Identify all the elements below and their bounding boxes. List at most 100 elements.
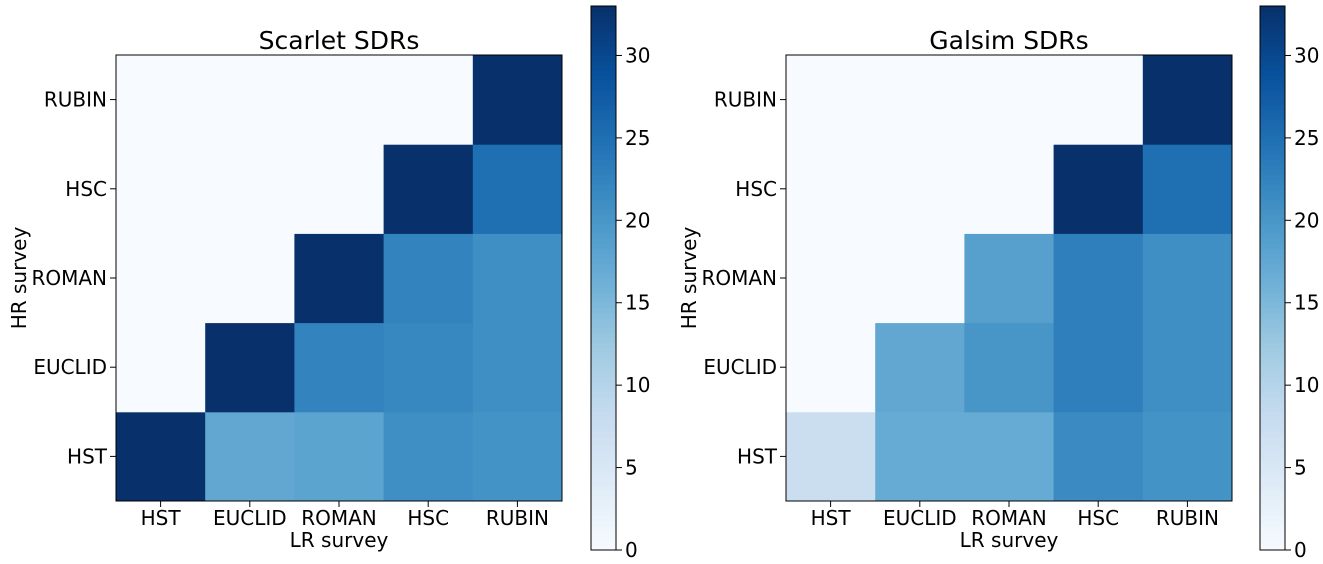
colorbar-segment xyxy=(1260,416,1285,423)
colorbar-segment xyxy=(1260,50,1285,57)
colorbar-segment xyxy=(591,337,616,343)
heatmap-cell xyxy=(383,411,474,502)
y-tick-label: HST xyxy=(67,444,108,468)
colorbar-segment xyxy=(1260,332,1285,338)
colorbar-segment xyxy=(1260,55,1285,61)
y-tick-label: HST xyxy=(737,444,778,468)
heatmap-cell xyxy=(472,55,563,145)
colorbar-segment xyxy=(1260,218,1285,225)
colorbar-segment xyxy=(1260,367,1285,373)
colorbar-segment xyxy=(1260,134,1285,141)
colorbar-segment xyxy=(591,169,616,175)
colorbar-segment xyxy=(591,292,616,299)
heatmap-cell xyxy=(1053,233,1144,324)
colorbar-segment xyxy=(591,193,616,200)
colorbar-segment xyxy=(591,376,616,383)
colorbar-segment xyxy=(591,327,616,333)
colorbar-segment xyxy=(1260,287,1285,294)
heatmap-cell xyxy=(294,55,385,145)
colorbar-segment xyxy=(591,391,616,398)
y-tick-label: RUBIN xyxy=(714,88,777,112)
colorbar-segment xyxy=(1260,70,1285,76)
colorbar-segment xyxy=(591,307,616,314)
y-tick-label: EUCLID xyxy=(33,355,107,379)
colorbar-segment xyxy=(591,164,616,170)
colorbar-segment xyxy=(1260,535,1285,541)
colorbar-tick-label: 5 xyxy=(625,456,638,480)
x-tick-label: EUCLID xyxy=(213,506,287,530)
heatmap-cell xyxy=(786,55,876,145)
colorbar-segment xyxy=(1260,90,1285,96)
colorbar-segment xyxy=(591,317,616,324)
colorbar-segment xyxy=(591,357,616,363)
colorbar-segment xyxy=(1260,342,1285,348)
colorbar-segment xyxy=(1260,258,1285,264)
colorbar-segment xyxy=(591,273,616,279)
colorbar-segment xyxy=(1260,223,1285,230)
colorbar-segment xyxy=(591,347,616,353)
colorbar-segment xyxy=(591,99,616,106)
y-tick-label: ROMAN xyxy=(31,266,107,290)
colorbar-segment xyxy=(591,495,616,502)
chart-title: Galsim SDRs xyxy=(929,26,1088,55)
colorbar-segment xyxy=(591,470,616,477)
colorbar-segment xyxy=(591,129,616,136)
colorbar-segment xyxy=(591,253,616,259)
colorbar-segment xyxy=(1260,396,1285,403)
heatmap-cell xyxy=(875,411,965,502)
heatmap-cell xyxy=(205,55,295,145)
x-tick-label: RUBIN xyxy=(486,506,549,530)
colorbar-segment xyxy=(591,342,616,348)
colorbar-segment xyxy=(591,10,616,17)
colorbar-segment xyxy=(591,386,616,393)
colorbar-segment xyxy=(591,198,616,205)
colorbar-segment xyxy=(591,258,616,264)
x-axis-label: LR survey xyxy=(960,528,1059,552)
colorbar-segment xyxy=(1260,297,1285,304)
colorbar-segment xyxy=(1260,233,1285,240)
colorbar-segment xyxy=(591,109,616,116)
colorbar-segment xyxy=(1260,426,1285,432)
colorbar-segment xyxy=(591,90,616,96)
colorbar-segment xyxy=(1260,124,1285,131)
colorbar-segment xyxy=(591,441,616,447)
colorbar-segment xyxy=(1260,352,1285,358)
colorbar-tick-label: 5 xyxy=(1294,456,1307,480)
colorbar-frame xyxy=(590,5,617,551)
colorbar-segment xyxy=(1260,40,1285,47)
colorbar-segment xyxy=(591,426,616,432)
colorbar-segment xyxy=(591,179,616,185)
colorbar-segment xyxy=(591,352,616,358)
heatmap-cell xyxy=(116,144,206,234)
colorbar-segment xyxy=(1260,357,1285,363)
colorbar-tick-label: 20 xyxy=(625,208,650,232)
heatmap-cell xyxy=(786,411,876,502)
colorbar-segment xyxy=(591,456,616,462)
heatmap-cell xyxy=(964,55,1055,145)
heatmap-cell xyxy=(786,322,876,413)
colorbar-segment xyxy=(1260,411,1285,418)
heatmap-cell xyxy=(116,233,206,324)
colorbar-segment xyxy=(1260,75,1285,81)
heatmap-cell xyxy=(294,144,385,234)
colorbar-segment xyxy=(591,297,616,304)
colorbar-segment xyxy=(1260,312,1285,319)
colorbar-segment xyxy=(1260,322,1285,329)
colorbar-segment xyxy=(1260,80,1285,86)
colorbar-segment xyxy=(591,50,616,57)
colorbar-segment xyxy=(591,460,616,467)
colorbar-segment xyxy=(591,134,616,141)
colorbar-segment xyxy=(591,406,616,413)
colorbar-tick-label: 10 xyxy=(1294,373,1319,397)
heatmap-cell xyxy=(1053,55,1144,145)
heatmap-cell xyxy=(1142,411,1233,502)
colorbar-segment xyxy=(591,119,616,126)
y-tick-label: RUBIN xyxy=(44,88,107,112)
x-tick-label: RUBIN xyxy=(1156,506,1219,530)
heatmap-cell xyxy=(383,233,474,324)
colorbar-segment xyxy=(1260,139,1285,146)
colorbar-segment xyxy=(591,381,616,388)
heatmap-cell xyxy=(116,411,206,502)
colorbar-segment xyxy=(1260,144,1285,151)
heatmap-cell xyxy=(383,144,474,234)
